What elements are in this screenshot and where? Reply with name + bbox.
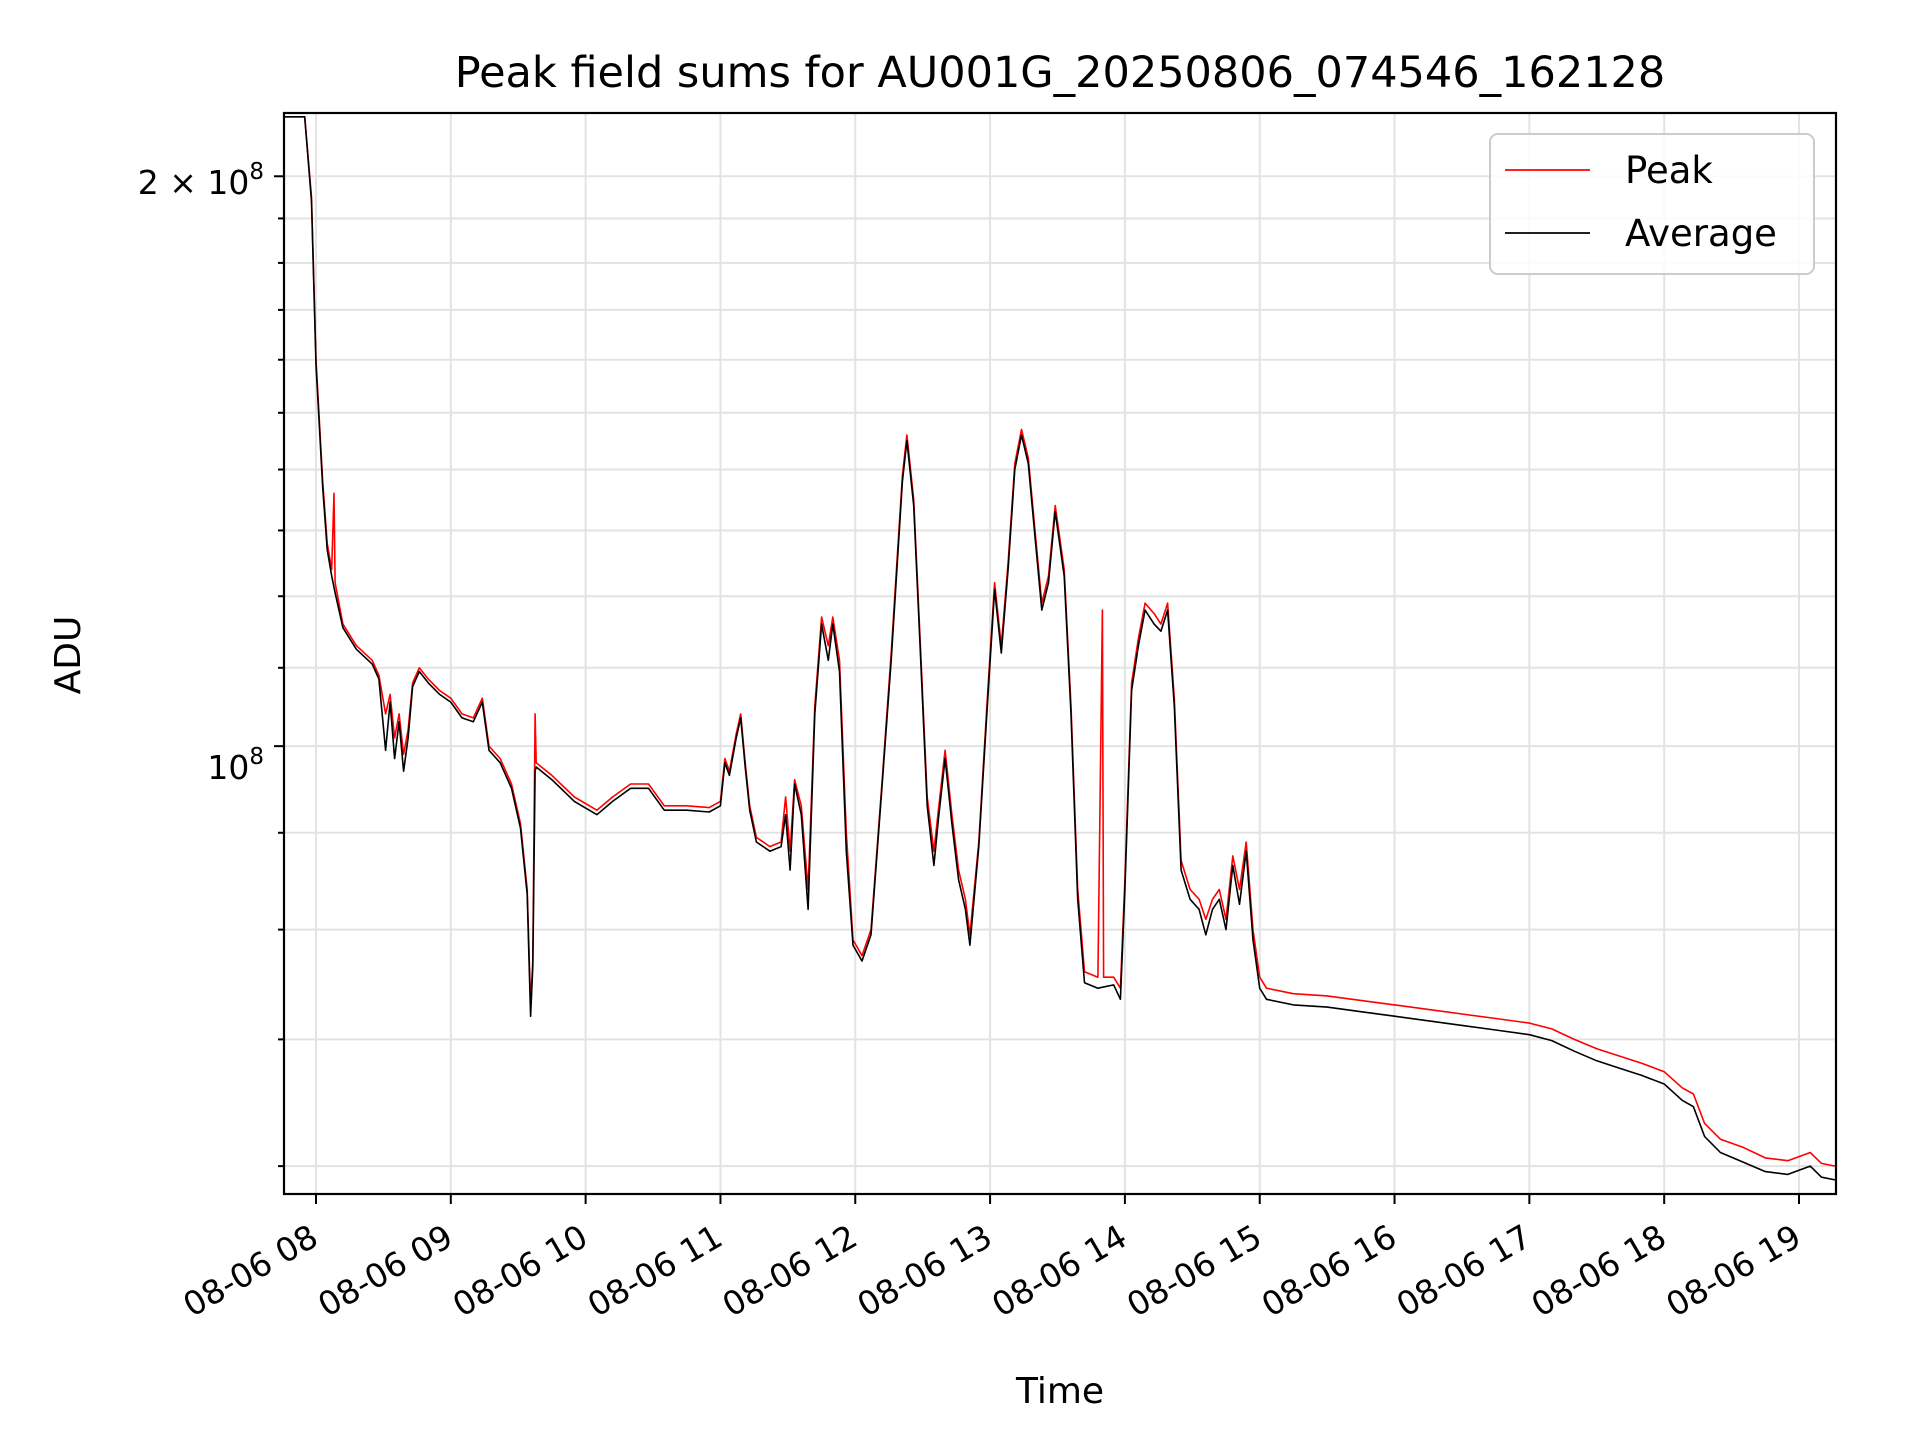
y-tick-label-2e8: 2 × 108 (138, 159, 264, 202)
y-tick-mantissa: 2 (138, 163, 159, 202)
chart-title: Peak field sums for AU001G_20250806_0745… (455, 48, 1666, 98)
plot-frame (282, 111, 1838, 1196)
y-tick-exponent: 8 (249, 744, 264, 770)
legend-box (1489, 133, 1815, 275)
y-tick-base: 10 (207, 748, 249, 787)
legend: Peak Average (1489, 133, 1815, 275)
legend-label-peak: Peak (1625, 149, 1713, 192)
series-layer (284, 116, 1836, 1181)
y-tick-exponent: 8 (249, 159, 264, 185)
series-line-average (284, 116, 1836, 1181)
y-axis-label: ADU (48, 616, 89, 695)
legend-label-average: Average (1625, 212, 1777, 255)
y-tick-times: × 10 (159, 163, 250, 202)
x-axis-label: Time (1015, 1371, 1104, 1412)
y-tick-label-1e8: 108 (207, 744, 264, 787)
